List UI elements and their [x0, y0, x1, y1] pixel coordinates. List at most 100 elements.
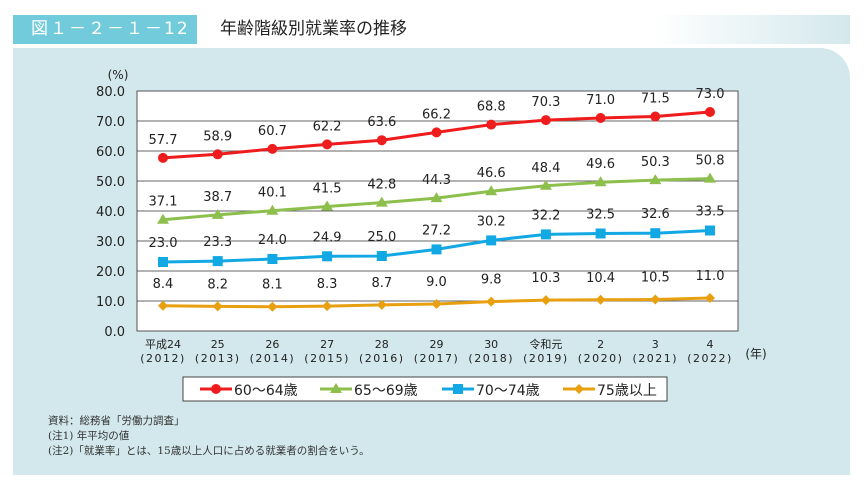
data-label: 41.5	[313, 182, 342, 197]
x-tick-year: (2017)	[414, 352, 460, 365]
x-tick-year: (2020)	[578, 352, 624, 365]
data-point	[158, 152, 168, 163]
data-point	[486, 235, 497, 246]
data-label: 73.0	[696, 87, 725, 102]
data-label: 33.5	[696, 205, 725, 220]
data-point	[540, 295, 551, 306]
data-point	[485, 185, 498, 196]
data-label: 32.2	[531, 208, 560, 223]
x-tick-year: (2014)	[250, 352, 296, 365]
data-point	[595, 113, 606, 123]
data-point	[650, 228, 661, 239]
data-point	[650, 111, 661, 122]
y-axis-unit: (%)	[108, 68, 129, 82]
data-point	[212, 149, 223, 160]
x-tick-year: (2019)	[523, 352, 569, 365]
data-point	[486, 296, 497, 307]
x-tick-label: 30	[484, 338, 498, 351]
legend-label: 70～74歳	[476, 383, 540, 399]
x-tick-year: (2015)	[304, 352, 350, 365]
data-label: 8.3	[317, 277, 338, 292]
data-label: 9.0	[426, 275, 447, 290]
legend-label: 75歳以上	[597, 383, 657, 399]
data-label: 49.6	[586, 157, 615, 172]
data-point	[322, 301, 333, 312]
legend-marker	[574, 384, 584, 394]
x-tick-year: (2016)	[359, 352, 405, 365]
data-point	[430, 192, 443, 203]
data-label: 50.3	[641, 155, 670, 170]
data-label: 32.6	[641, 207, 670, 222]
data-label: 44.3	[422, 173, 451, 188]
data-point	[211, 208, 224, 219]
data-point	[540, 115, 551, 126]
data-point	[431, 244, 442, 255]
legend-marker	[453, 384, 463, 394]
data-label: 71.5	[641, 92, 670, 107]
notes: 資料：総務省「労働力調査」 (注1) 年平均の値 (注2)「就業率」とは、15歳…	[48, 414, 370, 459]
data-point	[158, 300, 168, 311]
data-label: 50.8	[696, 154, 725, 169]
data-point	[486, 119, 497, 130]
legend-label: 60～64歳	[234, 383, 298, 399]
data-label: 24.9	[313, 230, 342, 245]
x-tick-label: 28	[375, 338, 389, 351]
data-point	[650, 294, 661, 305]
data-point	[267, 143, 278, 154]
y-tick-label: 10.0	[96, 295, 125, 310]
y-tick-label: 80.0	[96, 85, 125, 100]
data-label: 27.2	[422, 223, 451, 238]
data-point	[158, 257, 168, 267]
data-label: 24.0	[258, 233, 287, 248]
data-label: 10.3	[531, 271, 560, 286]
x-tick-label: 3	[652, 338, 659, 351]
x-tick-year: (2013)	[195, 352, 241, 365]
data-label: 25.0	[367, 230, 396, 245]
data-label: 38.7	[203, 190, 232, 205]
y-tick-label: 60.0	[96, 145, 125, 160]
x-tick-label: 29	[430, 338, 444, 351]
note-2: (注2)「就業率」とは、15歳以上人口に占める就業者の割合をいう。	[48, 445, 370, 457]
x-tick-label: 26	[265, 338, 279, 351]
data-point	[212, 256, 223, 267]
data-label: 46.6	[477, 166, 506, 181]
x-tick-year: (2018)	[468, 352, 514, 365]
data-label: 66.2	[422, 107, 451, 122]
header-band	[197, 15, 850, 44]
data-point	[212, 301, 223, 312]
data-point	[322, 251, 333, 262]
y-tick-label: 40.0	[96, 205, 125, 220]
x-tick-label: 令和元	[529, 337, 562, 351]
x-tick-year: (2012)	[140, 352, 186, 365]
data-point	[375, 196, 388, 207]
data-point	[540, 229, 551, 240]
x-tick-label: 平成24	[145, 338, 181, 351]
data-point	[595, 294, 606, 305]
data-point	[431, 299, 442, 309]
data-label: 40.1	[258, 186, 287, 201]
data-label: 71.0	[586, 93, 615, 108]
legend-marker	[211, 384, 221, 394]
data-label: 9.8	[481, 273, 502, 288]
data-label: 23.3	[203, 235, 232, 250]
data-label: 8.7	[371, 276, 392, 291]
data-label: 37.1	[149, 195, 178, 210]
data-label: 8.4	[153, 277, 174, 292]
y-tick-label: 50.0	[96, 175, 125, 190]
data-label: 11.0	[696, 269, 725, 284]
data-point	[376, 251, 387, 261]
data-label: 8.1	[262, 278, 283, 293]
data-label: 58.9	[203, 129, 232, 144]
data-point	[539, 179, 552, 190]
data-label: 70.3	[531, 95, 560, 110]
data-point	[594, 176, 607, 187]
data-label: 57.7	[149, 133, 178, 148]
data-label: 8.2	[207, 277, 228, 292]
data-point	[266, 204, 279, 215]
legend-marker	[330, 383, 342, 393]
data-point	[267, 301, 278, 312]
data-point	[595, 228, 606, 239]
y-tick-label: 0.0	[104, 325, 125, 340]
figure-number: 図１－２－１－12	[13, 15, 197, 44]
